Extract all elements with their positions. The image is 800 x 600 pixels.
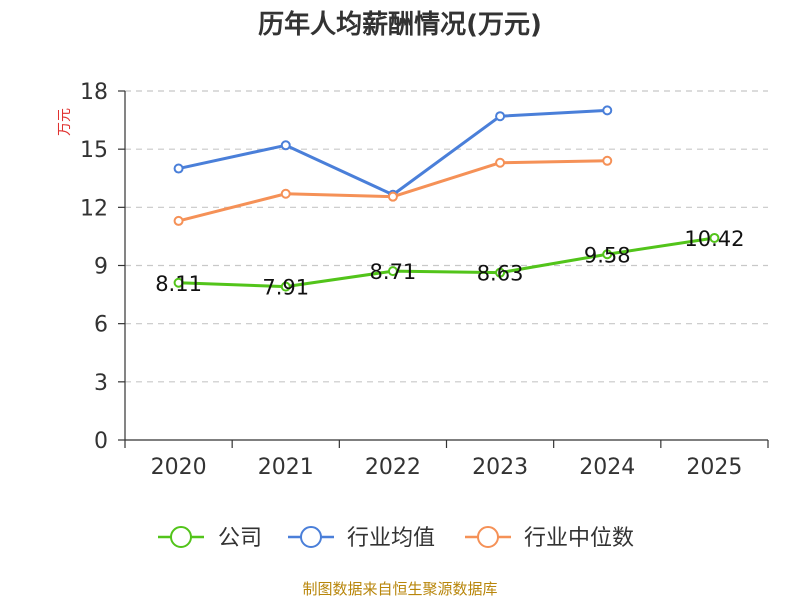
data-point[interactable] — [280, 140, 291, 151]
chart-title: 历年人均薪酬情况(万元) — [258, 9, 542, 40]
data-label: 8.11 — [155, 272, 202, 296]
y-tick-label: 12 — [80, 196, 108, 221]
data-label: 7.91 — [262, 276, 309, 300]
legend-swatch-marker — [300, 526, 322, 548]
legend-label: 行业中位数 — [524, 526, 634, 551]
data-point[interactable] — [280, 188, 291, 199]
data-point[interactable] — [387, 266, 398, 277]
x-tick-label: 2020 — [151, 455, 207, 480]
data-point[interactable] — [602, 249, 613, 260]
y-tick-label: 3 — [94, 371, 108, 396]
data-point[interactable] — [602, 105, 613, 116]
legend-item[interactable]: 行业均值 — [288, 526, 435, 551]
legend-item[interactable]: 行业中位数 — [465, 526, 634, 551]
series-line — [178, 236, 715, 289]
data-label: 8.71 — [370, 260, 417, 284]
data-point[interactable] — [387, 191, 398, 202]
source-note: 制图数据来自恒生聚源数据库 — [302, 580, 497, 598]
legend-label: 行业均值 — [347, 526, 435, 551]
legend[interactable]: 公司 行业均值 行业中位数 — [158, 526, 634, 551]
data-labels: 8.11 7.91 8.71 8.63 9.58 10.42 — [155, 227, 744, 300]
x-tick-label: 2022 — [365, 455, 421, 480]
data-point[interactable] — [495, 267, 506, 278]
data-point[interactable] — [495, 111, 506, 122]
data-label: 9.58 — [584, 243, 631, 267]
series-group — [173, 105, 720, 292]
data-label: 10.42 — [684, 227, 744, 251]
series-line — [178, 108, 608, 197]
gridlines — [125, 90, 768, 383]
y-tick-label: 18 — [80, 80, 108, 105]
data-point[interactable] — [495, 157, 506, 168]
y-tick-label: 0 — [94, 429, 108, 454]
data-point[interactable] — [709, 232, 720, 243]
y-tick-label: 15 — [80, 138, 108, 163]
y-tick-label: 6 — [94, 313, 108, 338]
data-label: 8.63 — [477, 262, 524, 286]
x-tick-label: 2025 — [686, 455, 742, 480]
x-tick-label: 2021 — [258, 455, 314, 480]
x-tick-label: 2024 — [579, 455, 635, 480]
legend-swatch-marker — [477, 526, 499, 548]
data-point[interactable] — [602, 155, 613, 166]
data-point[interactable] — [173, 163, 184, 174]
axes: 0 3 6 9 12 15 18 2020 2021 2022 2023 2024 2025 — [80, 80, 769, 480]
x-tick-label: 2023 — [472, 455, 528, 480]
legend-swatch-marker — [170, 526, 192, 548]
y-tick-label: 9 — [94, 255, 108, 280]
data-point[interactable] — [173, 277, 184, 288]
data-point[interactable] — [280, 281, 291, 292]
y-axis-label: 万元 — [57, 108, 73, 136]
data-point[interactable] — [173, 215, 184, 226]
legend-item[interactable]: 公司 — [158, 526, 262, 551]
legend-label: 公司 — [218, 526, 262, 551]
